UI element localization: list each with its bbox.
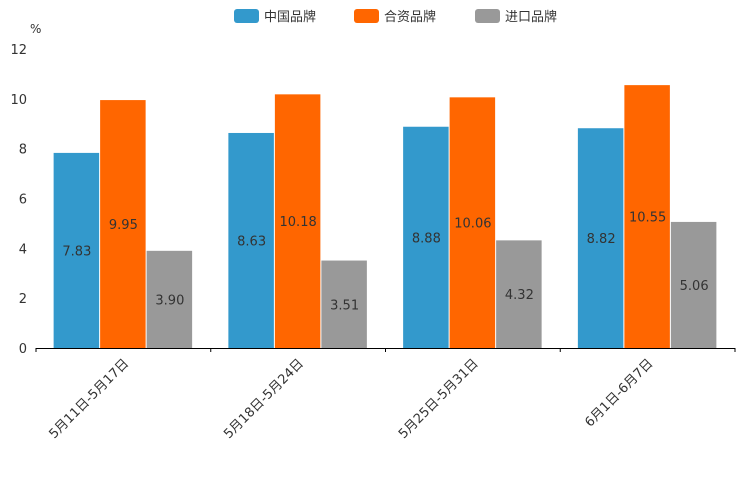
bar-3-2[interactable]	[321, 260, 367, 348]
bar-value-label: 10.06	[454, 217, 491, 232]
bar-3-1[interactable]	[146, 250, 193, 348]
bar-2-4[interactable]	[624, 85, 670, 349]
x-category-label: 5月25日-5月31日	[396, 356, 482, 442]
bar-value-label: 7.83	[62, 244, 91, 259]
y-axis-ticks: 0 2 4 6 8 10 12	[10, 43, 27, 357]
x-category-label: 5月11日-5月17日	[46, 356, 132, 442]
legend-swatch	[234, 9, 259, 23]
bar-value-label: 8.88	[412, 231, 441, 246]
x-category-label: 5月18日-5月24日	[221, 356, 307, 442]
bar-value-label: 10.18	[280, 215, 317, 230]
legend-item-2[interactable]: 合资品牌	[354, 9, 436, 25]
bar-2-1[interactable]	[100, 100, 146, 349]
bar-2-2[interactable]	[274, 94, 321, 349]
legend-label: 进口品牌	[505, 9, 557, 25]
legend-label: 合资品牌	[384, 9, 436, 25]
legend: 中国品牌 合资品牌 进口品牌	[234, 9, 557, 25]
y-tick-label: 8	[19, 143, 27, 158]
bar-value-label: 8.63	[237, 234, 266, 249]
bar-value-label: 3.90	[155, 293, 184, 308]
legend-swatch	[354, 9, 379, 23]
bar-value-label: 5.06	[680, 279, 709, 294]
legend-swatch	[475, 9, 500, 23]
bar-value-label: 3.51	[330, 298, 359, 313]
bar-3-4[interactable]	[670, 221, 717, 348]
legend-item-3[interactable]: 进口品牌	[475, 9, 557, 25]
y-tick-label: 6	[19, 193, 27, 208]
y-tick-label: 10	[10, 93, 27, 108]
y-tick-label: 0	[19, 342, 27, 357]
bar-1-3[interactable]	[403, 126, 449, 349]
y-axis-unit-label: %	[30, 22, 41, 36]
legend-label: 中国品牌	[264, 9, 316, 25]
bar-1-4[interactable]	[577, 128, 624, 348]
y-tick-label: 2	[19, 292, 27, 307]
bar-1-2[interactable]	[228, 132, 274, 348]
y-tick-label: 4	[19, 242, 27, 257]
bar-value-label: 8.82	[587, 232, 616, 247]
x-category-label: 6月1日-6月7日	[582, 356, 656, 430]
bar-value-label: 4.32	[505, 288, 534, 303]
bar-3-3[interactable]	[496, 240, 542, 348]
bar-2-3[interactable]	[449, 97, 496, 348]
bars	[53, 85, 717, 349]
bar-value-label: 9.95	[109, 218, 138, 233]
y-tick-label: 12	[10, 43, 27, 58]
legend-item-1[interactable]: 中国品牌	[234, 9, 316, 25]
bar-data-labels: 7.83 8.63 8.88 8.82 9.95 10.18 10.06 10.55 3.90 3…	[62, 211, 708, 314]
bar-value-label: 10.55	[629, 211, 666, 226]
x-axis: 5月11日-5月17日 5月18日-5月24日 5月25日-5月31日 6月1日-6月…	[35, 348, 736, 442]
bar-1-1[interactable]	[53, 152, 100, 348]
